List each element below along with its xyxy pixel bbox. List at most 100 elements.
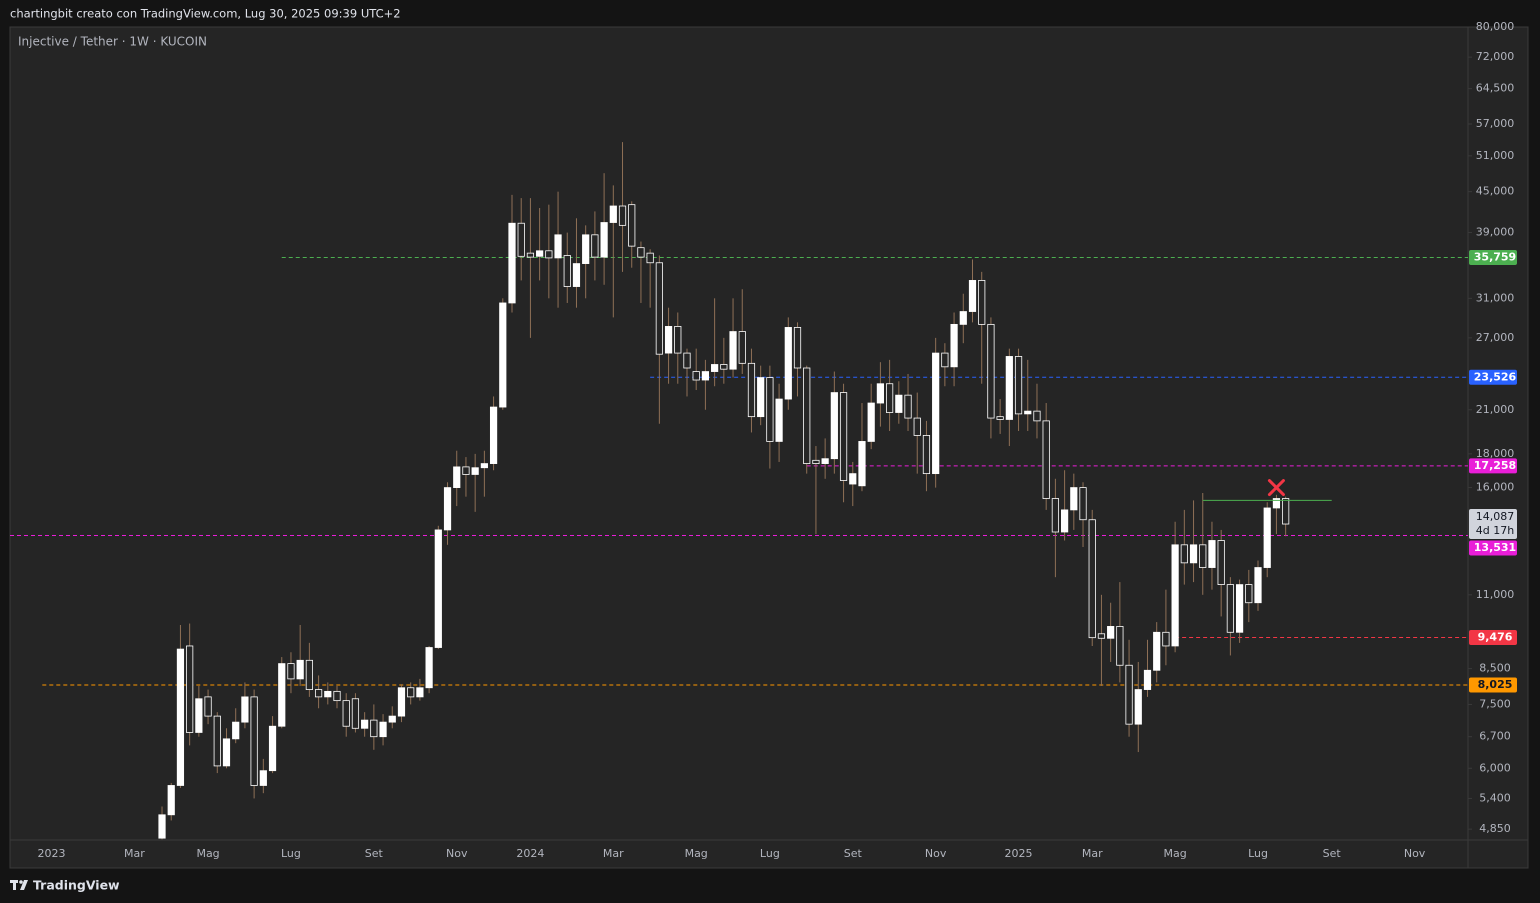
level-price-label: 17,258 (1474, 459, 1516, 472)
candle-body-up (701, 371, 710, 381)
candle-body-up (296, 659, 304, 680)
candle-body-up (176, 648, 185, 786)
candle-body-down (1226, 584, 1234, 633)
candle-body-up (453, 466, 461, 488)
candle-body-up (609, 205, 617, 223)
candle-body-up (1070, 487, 1078, 511)
x-tick-label: Set (365, 847, 384, 860)
y-tick-label: 57,000 (1476, 117, 1515, 130)
candle-body-down (913, 417, 921, 436)
y-tick-label: 64,500 (1476, 82, 1515, 95)
cross-marker (1267, 479, 1285, 497)
level-price-box (1469, 369, 1517, 385)
candle-body-up (867, 402, 875, 442)
candle-body-down (618, 205, 627, 226)
candle-body-down (637, 247, 645, 258)
countdown-label: 4d 17h (1476, 524, 1514, 537)
candle-body-up (1005, 356, 1013, 420)
candle-body-down (591, 234, 599, 258)
candle-body-down (1199, 544, 1207, 568)
level-price-box (1469, 249, 1517, 265)
candle-body-down (462, 466, 470, 475)
candle-body-up (895, 394, 903, 413)
candle-body-up (480, 463, 488, 469)
candle-body-up (489, 406, 498, 464)
candle-body-down (287, 663, 295, 680)
level-price-label: 35,759 (1474, 250, 1516, 263)
candle-body-up (554, 234, 562, 259)
candle-body-down (646, 252, 654, 264)
candle-body-down (545, 250, 553, 259)
brand: TradingView (33, 878, 120, 893)
y-tick-label: 45,000 (1476, 185, 1515, 198)
candle-body-down (1033, 410, 1041, 422)
candle-body-up (259, 770, 267, 786)
brand-logo (10, 880, 28, 890)
y-tick-label: 4,850 (1479, 822, 1511, 835)
x-tick-label: Mar (603, 847, 624, 860)
x-tick-label: Lug (281, 847, 301, 860)
level-price-box (1469, 629, 1517, 645)
candle-body-up (379, 721, 387, 738)
candle-body-up (711, 364, 719, 372)
level-price-box (1469, 458, 1517, 474)
candle-body-up (388, 715, 396, 723)
candle-body-down (1014, 356, 1023, 415)
candle-body-down (720, 364, 728, 370)
y-tick-label: 16,000 (1476, 481, 1515, 494)
candle-body-up (1061, 509, 1069, 533)
candle-body-down (333, 690, 341, 702)
x-tick-label: Lug (760, 847, 780, 860)
candle-body-down (886, 383, 894, 413)
candle-body-up (471, 467, 479, 475)
y-tick-label: 11,000 (1476, 588, 1515, 601)
candle-body-up (232, 721, 240, 740)
candle-body-down (738, 331, 746, 364)
candle-body-down (1162, 631, 1170, 647)
candle-body-down (793, 327, 802, 369)
candle-body-up (729, 331, 737, 370)
candle-body-down (987, 323, 995, 419)
y-tick-label: 7,500 (1479, 697, 1511, 710)
candle-body-down (1088, 519, 1096, 639)
candle-body-down (1079, 487, 1087, 521)
candle-body-down (922, 435, 931, 475)
candle-body-up (757, 377, 765, 418)
candle-body-up (932, 352, 940, 475)
candle-body-down (213, 715, 221, 767)
y-tick-label: 8,500 (1479, 662, 1511, 675)
candle-body-up (784, 327, 792, 400)
header-text: chartingbit creato con TradingView.com, … (10, 7, 401, 21)
candle-body-up (775, 398, 783, 442)
level-price-box (1469, 540, 1517, 556)
candle-body-up (600, 222, 608, 258)
candle-body-up (324, 690, 332, 698)
candle-body-down (1097, 633, 1106, 639)
candle-body-down (766, 377, 774, 442)
current-price-box (1469, 509, 1517, 540)
candle-body-up (241, 696, 249, 723)
candle-body-down (692, 371, 700, 381)
level-price-box (1469, 677, 1517, 693)
candle-body-up (416, 687, 424, 698)
candle-body-up (1235, 584, 1244, 633)
candle-body-down (526, 252, 535, 258)
candle-body-down (683, 352, 691, 369)
candle-body-down (314, 689, 323, 698)
y-tick-label: 5,400 (1479, 791, 1511, 804)
candle-body-down (305, 659, 313, 690)
x-tick-label: 2023 (38, 847, 66, 860)
candle-body-up (968, 280, 977, 312)
candle-body-up (508, 222, 516, 304)
candle-body-up (499, 302, 507, 408)
cross-stroke (1267, 479, 1285, 497)
candle-body-up (849, 473, 857, 485)
candle-body-up (536, 250, 544, 257)
candle-body-up (876, 383, 885, 404)
y-tick-label: 27,000 (1476, 331, 1515, 344)
candle-body-down (978, 280, 986, 325)
candle-body-up (1208, 540, 1216, 568)
x-tick-label: 2024 (516, 847, 544, 860)
candle-body-up (268, 725, 277, 772)
